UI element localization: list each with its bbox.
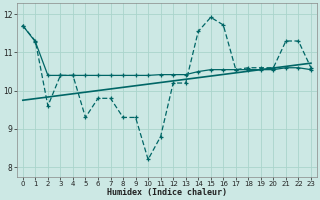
X-axis label: Humidex (Indice chaleur): Humidex (Indice chaleur) <box>107 188 227 197</box>
